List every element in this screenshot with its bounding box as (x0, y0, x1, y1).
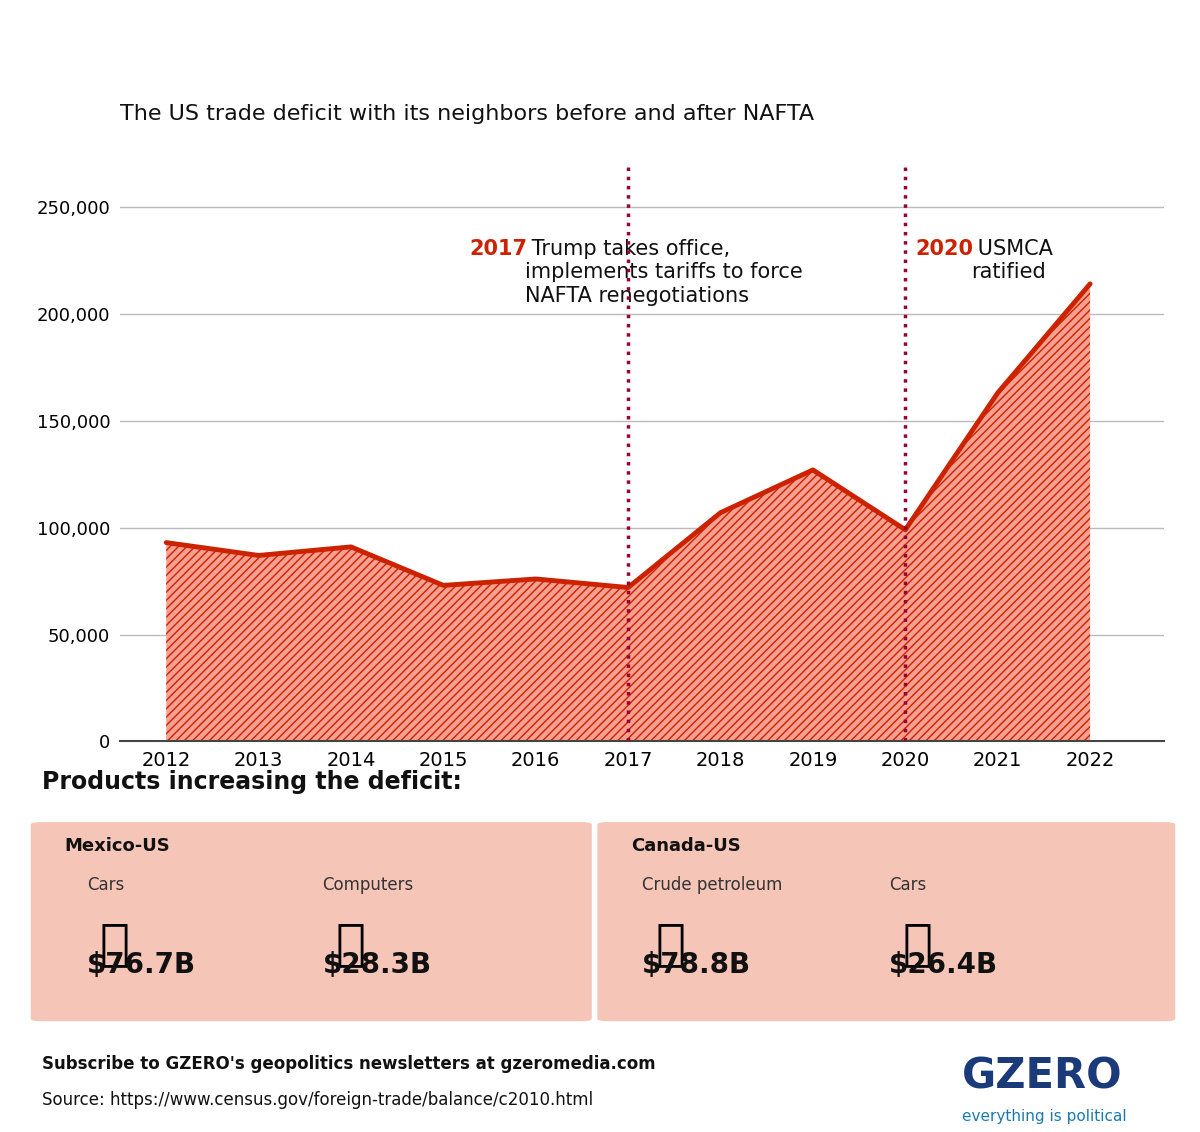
Text: 🚗: 🚗 (100, 920, 130, 968)
Text: Source: https://www.census.gov/foreign-trade/balance/c2010.html: Source: https://www.census.gov/foreign-t… (42, 1091, 593, 1109)
Text: Trump takes office,
implements tariffs to force
NAFTA renegotiations: Trump takes office, implements tariffs t… (526, 239, 803, 306)
Text: Computers: Computers (323, 876, 414, 894)
Text: GZERO: GZERO (962, 1055, 1123, 1097)
Text: 2017: 2017 (469, 239, 528, 259)
Text: Subscribe to GZERO's geopolitics newsletters at gzeromedia.com: Subscribe to GZERO's geopolitics newslet… (42, 1055, 655, 1073)
Text: 🛢: 🛢 (655, 920, 685, 968)
FancyBboxPatch shape (598, 822, 1175, 1021)
Text: Mexico-US: Mexico-US (65, 837, 170, 855)
Text: $76.7B: $76.7B (86, 951, 196, 979)
Text: 🖥: 🖥 (336, 920, 366, 968)
Text: Cars: Cars (889, 876, 926, 894)
Text: $78.8B: $78.8B (642, 951, 751, 979)
Text: 2020: 2020 (916, 239, 973, 259)
Text: Crude petroleum: Crude petroleum (642, 876, 782, 894)
Text: USMCA
ratified: USMCA ratified (971, 239, 1052, 282)
Text: $28.3B: $28.3B (323, 951, 432, 979)
Text: Cars: Cars (86, 876, 124, 894)
Text: US trade deficit with Canada & Mexico: US trade deficit with Canada & Mexico (42, 43, 1188, 95)
Text: everything is political: everything is political (962, 1109, 1127, 1124)
Text: Products increasing the deficit:: Products increasing the deficit: (42, 770, 462, 794)
Text: The US trade deficit with its neighbors before and after NAFTA: The US trade deficit with its neighbors … (120, 104, 814, 123)
Text: Canada-US: Canada-US (631, 837, 740, 855)
Text: 🚗: 🚗 (902, 920, 932, 968)
FancyBboxPatch shape (31, 822, 592, 1021)
Text: $26.4B: $26.4B (889, 951, 998, 979)
